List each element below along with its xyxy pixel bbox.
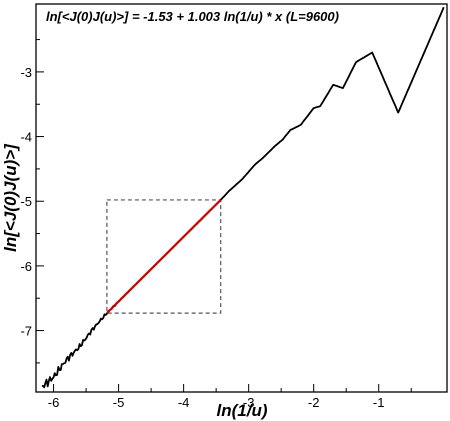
plot-frame [35, 3, 448, 393]
y-tick-label: -3 [20, 65, 32, 80]
x-tick-label: -3 [243, 395, 255, 410]
y-axis-title: ln[<J(0)J(u)>] [1, 143, 20, 252]
fit-line [106, 199, 222, 314]
x-tick-label: -4 [178, 395, 190, 410]
x-tick-label: -5 [113, 395, 125, 410]
chart-title: ln[<J(0)J(u)>] = -1.53 + 1.003 ln(1/u) *… [46, 9, 339, 24]
series-layer [41, 6, 445, 389]
annotations-layer [106, 199, 222, 314]
x-axis-title: ln(1/u) [217, 401, 268, 420]
data-line [41, 6, 445, 389]
x-tick-label: -6 [48, 395, 60, 410]
axes-layer: -6 -5 -4 -3 -2 -1 -7 -6 -5 -4 -3 [20, 39, 412, 410]
y-tick-label: -4 [20, 130, 32, 145]
x-tick-label: -1 [373, 395, 385, 410]
x-tick-label: -2 [308, 395, 320, 410]
zoom-box [106, 199, 222, 314]
y-tick-label: -5 [20, 194, 32, 209]
y-tick-label: -7 [20, 324, 32, 339]
y-tick-label: -6 [20, 259, 32, 274]
